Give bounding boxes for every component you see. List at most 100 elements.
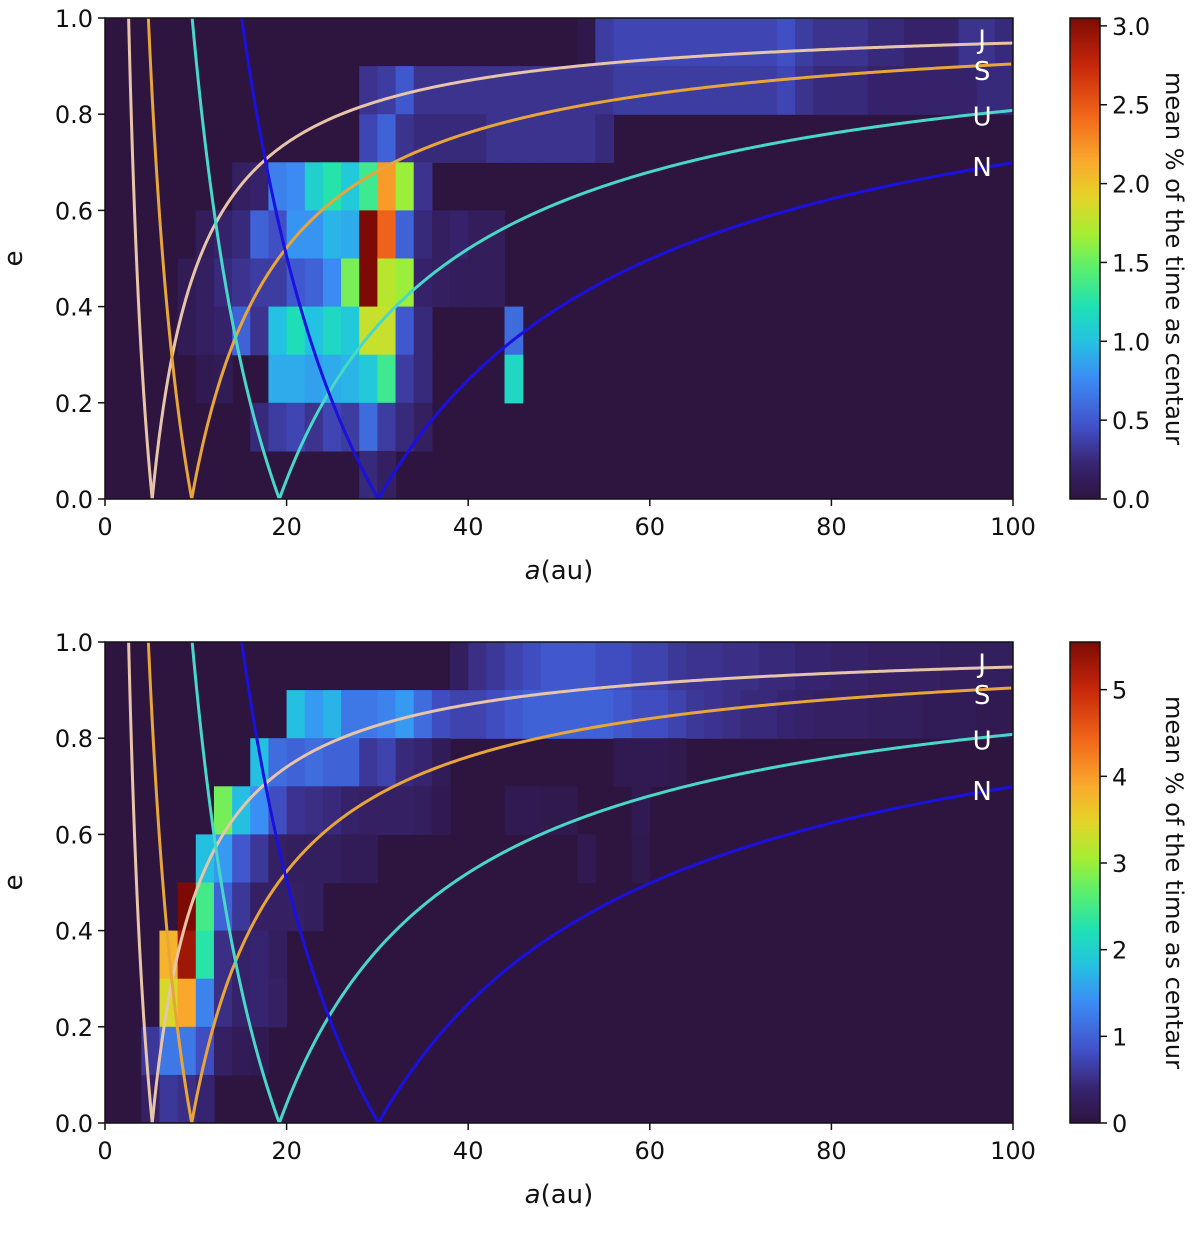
heatmap-cell (450, 690, 469, 739)
y-tick-label: 1.0 (55, 5, 93, 33)
heatmap-cell (395, 258, 415, 308)
colorbar-tick-label: 3.0 (1112, 13, 1150, 41)
heatmap-cell (885, 690, 905, 739)
heatmap-cell (359, 738, 378, 787)
heatmap-cell (250, 930, 270, 980)
heatmap-cell (486, 66, 506, 115)
heatmap-cell (341, 258, 360, 308)
heatmap-cell (649, 690, 669, 739)
heatmap-cell (322, 834, 342, 884)
heatmap-cell (304, 162, 324, 211)
heatmap-cell (486, 210, 506, 260)
colorbar (1069, 641, 1101, 1124)
heatmap-cell (159, 1074, 179, 1123)
heatmap-cell (540, 690, 560, 739)
y-tick-label: 0.0 (55, 1110, 93, 1138)
heatmap-cell (504, 114, 524, 163)
heatmap-cell (250, 402, 270, 452)
y-axis-title: e (0, 251, 29, 267)
heatmap-cell (631, 786, 651, 835)
heatmap-cell (976, 66, 996, 115)
heatmap-cell (341, 690, 360, 739)
heatmap-cell (468, 210, 487, 260)
heatmap-cell (268, 258, 288, 308)
heatmap-cell (740, 642, 760, 691)
heatmap-cell (413, 114, 433, 163)
heatmap-cell (359, 162, 378, 211)
heatmap-cell (431, 114, 451, 163)
heatmap-cell (958, 642, 978, 691)
heatmap-cell (595, 18, 615, 67)
heatmap-cell (631, 66, 651, 115)
heatmap-cell (504, 306, 524, 356)
heatmap-cell (359, 258, 378, 308)
planet-label-N: N (972, 777, 991, 807)
heatmap-cell (213, 1026, 233, 1076)
y-tick-label: 1.0 (55, 629, 93, 657)
colorbar-tick-label: 2 (1112, 937, 1127, 965)
heatmap-cell (522, 786, 542, 835)
curve-S-aphelion (146, 642, 193, 1123)
x-tick-label: 60 (635, 1137, 666, 1165)
x-tick-label: 40 (453, 513, 484, 541)
heatmap-cell (286, 402, 306, 452)
heatmap-cell (213, 930, 233, 980)
heatmap-cell (322, 306, 342, 356)
heatmap-cell (795, 66, 814, 115)
heatmap-cell (268, 834, 288, 884)
heatmap-cell (994, 690, 1013, 739)
heatmap-cell (413, 210, 433, 260)
heatmap-cell (250, 1026, 270, 1076)
curve-U-perihelion (277, 108, 1013, 499)
heatmap-cell (667, 18, 687, 67)
heatmap-cell (450, 66, 469, 115)
heatmap-cell (758, 18, 778, 67)
heatmap-cell (504, 66, 524, 115)
y-tick-label: 0.4 (55, 294, 93, 322)
colorbar-tick-label: 0 (1112, 1110, 1127, 1138)
heatmap-cell (595, 642, 615, 691)
heatmap-cell (577, 642, 596, 691)
heatmap-cell (377, 162, 397, 211)
heatmap-cell (631, 18, 651, 67)
heatmap-cell (885, 642, 905, 691)
heatmap-cell (177, 882, 197, 932)
y-tick-label: 0.6 (55, 821, 93, 849)
heatmap-cell (849, 66, 869, 115)
planet-label-S: S (974, 681, 991, 711)
heatmap-cell (377, 690, 397, 739)
curve-N-aphelion (240, 18, 380, 499)
heatmap-cell (322, 210, 342, 260)
curve-U-aphelion (190, 18, 281, 499)
heatmap-cell (885, 18, 905, 67)
plot-area (105, 642, 1013, 1123)
heatmap-cell (613, 66, 633, 115)
heatmap-cell (667, 738, 687, 787)
heatmap-cell (304, 786, 324, 835)
heatmap-cell (395, 162, 415, 211)
heatmap-cell (395, 354, 415, 404)
heatmap-cell (940, 18, 960, 67)
heatmap-cell (395, 210, 415, 260)
heatmap-cell (504, 786, 524, 835)
heatmap-cell (468, 642, 487, 691)
x-tick-label: 0 (97, 1137, 112, 1165)
heatmap-cell (722, 18, 742, 67)
heatmap-cell (795, 18, 814, 67)
heatmap-cell (631, 834, 651, 884)
colorbar-tick-label: 1.5 (1112, 249, 1150, 277)
heatmap-cell (722, 642, 742, 691)
curve-S-aphelion (146, 18, 193, 499)
heatmap-cell (359, 402, 378, 452)
heatmap-cell (649, 642, 669, 691)
heatmap-cell (268, 930, 288, 980)
heatmap-cell (213, 978, 233, 1028)
heatmap-cell (377, 786, 397, 835)
heatmap-cell (177, 978, 197, 1028)
colorbar-tick-label: 2.5 (1112, 92, 1150, 120)
x-axis-title-unit: (au) (541, 556, 594, 586)
heatmap-cell (831, 66, 851, 115)
heatmap-cell (268, 306, 288, 356)
